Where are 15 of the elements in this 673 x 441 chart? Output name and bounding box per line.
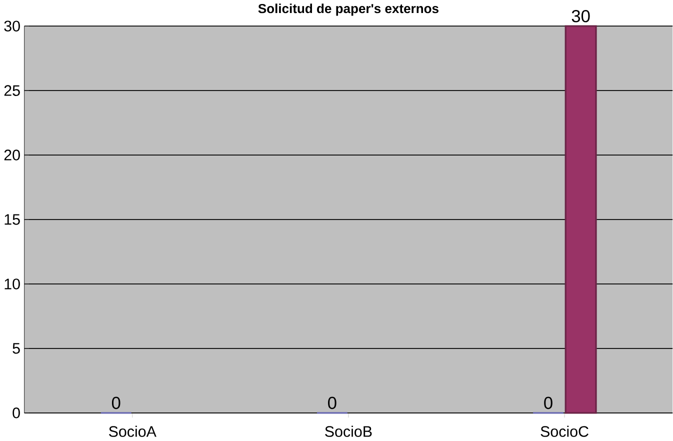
- data-label: 0: [112, 397, 120, 410]
- y-tick-label: 0: [12, 408, 20, 419]
- data-label: 0: [328, 397, 336, 410]
- data-label: 0: [544, 397, 552, 410]
- y-tick-label: 15: [4, 214, 20, 226]
- data-label: 30: [572, 10, 590, 23]
- y-tick-label: 20: [4, 150, 20, 161]
- x-tick-label: SocioC: [540, 426, 588, 438]
- y-tick-label: 30: [4, 20, 20, 32]
- y-tick-label: 25: [4, 85, 20, 96]
- x-tick-label: SocioB: [325, 426, 372, 438]
- x-tick-label: SocioA: [109, 426, 156, 438]
- chart-title: Solicitud de paper's externos: [258, 4, 438, 16]
- y-tick-label: 5: [12, 343, 20, 354]
- y-tick-label: 10: [4, 278, 20, 290]
